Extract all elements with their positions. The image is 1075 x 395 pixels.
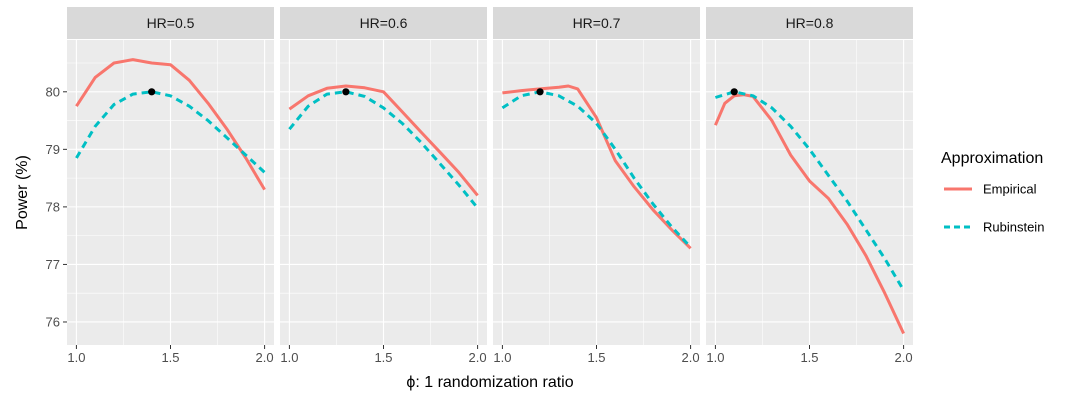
series-line-rubinstein (501, 90, 692, 249)
x-tick-label: 1.5 (587, 350, 605, 365)
x-tick-label: 1.0 (706, 350, 724, 365)
facet-panel: HR=0.7 1.0 1.5 2.0 (493, 7, 700, 365)
facet-panel: HR=0.5 1.0 1.5 2.0 (67, 7, 274, 365)
x-axis-title-symbol: ϕ (406, 374, 415, 391)
facet-strip-label: HR=0.6 (360, 15, 408, 31)
series-line-empirical (502, 84, 692, 250)
optimum-point (536, 88, 544, 96)
x-tick-label: 2.0 (256, 350, 274, 365)
x-tick-label: 1.5 (374, 350, 392, 365)
x-tick-label: 2.0 (469, 350, 487, 365)
optimum-point (342, 88, 350, 96)
series-line-empirical (288, 84, 479, 197)
series-line-empirical (75, 58, 266, 191)
x-tick-label: 1.0 (280, 350, 298, 365)
facet-strip-label: HR=0.8 (786, 15, 834, 31)
x-tick-label: 1.0 (67, 350, 85, 365)
x-axis-title-text: : 1 randomization ratio (415, 374, 573, 391)
facet-panel: HR=0.6 1.0 1.5 2.0 (280, 7, 487, 365)
legend-label-rubinstein: Rubinstein (983, 220, 1044, 235)
legend: Approximation Empirical Rubinstein (941, 150, 1044, 235)
y-tick-label: 76 (46, 314, 60, 329)
x-tick-label: 1.5 (800, 350, 818, 365)
facet-strip-label: HR=0.5 (147, 15, 195, 31)
y-tick-label: 77 (46, 257, 60, 272)
facet-strip (493, 7, 700, 39)
panels-layer: HR=0.5 1.0 1.5 2.0 HR=0.6 1.0 1.5 2.0 HR=0.7 1.0 1… (67, 7, 913, 365)
y-axis-title: Power (%) (14, 155, 31, 230)
facet-strip-label: HR=0.7 (573, 15, 621, 31)
x-axis-title: ϕ: 1 randomization ratio (406, 374, 573, 391)
series-line-rubinstein (288, 90, 479, 209)
facet-panel: HR=0.8 1.0 1.5 2.0 (706, 7, 913, 365)
facet-strip (706, 7, 913, 39)
series-line-rubinstein (75, 90, 266, 174)
x-tick-label: 2.0 (682, 350, 700, 365)
axis-layer: Power (%) ϕ: 1 randomization ratio 76 77 7… (14, 84, 574, 391)
facet-strip (67, 7, 274, 39)
x-tick-label: 2.0 (895, 350, 913, 365)
x-tick-label: 1.0 (493, 350, 511, 365)
series-line-empirical (714, 93, 905, 335)
y-tick-label: 80 (46, 84, 60, 99)
y-tick-label: 79 (46, 142, 60, 157)
optimum-point (148, 88, 156, 96)
x-tick-label: 1.5 (161, 350, 179, 365)
facet-strip (280, 7, 487, 39)
legend-label-empirical: Empirical (983, 182, 1037, 197)
legend-title: Approximation (941, 150, 1043, 167)
optimum-point (730, 88, 738, 96)
y-tick-label: 78 (46, 199, 60, 214)
